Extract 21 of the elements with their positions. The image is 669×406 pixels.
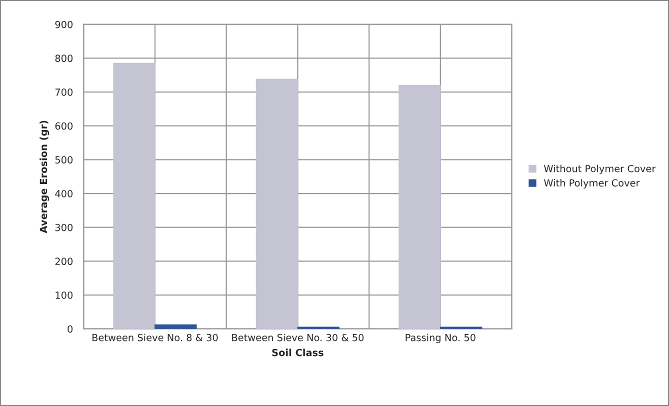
bar (398, 84, 441, 329)
x-tick-label: Passing No. 50 (406, 334, 476, 344)
legend-label: With Polymer Cover (544, 179, 640, 188)
y-tick-label: 700 (55, 88, 73, 96)
bar (154, 324, 197, 329)
y-tick-label: 300 (55, 224, 73, 232)
y-tick-label: 200 (55, 258, 73, 266)
x-tick-label: Between Sieve No. 30 & 50 (232, 334, 364, 342)
bar (256, 78, 298, 329)
y-tick-label: 600 (55, 122, 73, 130)
y-tick-label: 100 (56, 292, 73, 299)
y-tick-label: 800 (55, 54, 73, 62)
y-tick-label: 400 (55, 190, 73, 198)
y-axis-title: Average Erosion (gr) (40, 120, 50, 234)
x-tick-label: Between Sieve No. 8 & 30 (92, 334, 218, 342)
y-tick-label: 500 (55, 156, 73, 164)
legend-label: Without Polymer Cover (544, 164, 656, 174)
bar (113, 62, 156, 329)
y-tick-label: 900 (55, 20, 73, 28)
x-axis-title: Soil Class (272, 348, 324, 356)
y-tick-label: 0 (68, 325, 73, 333)
